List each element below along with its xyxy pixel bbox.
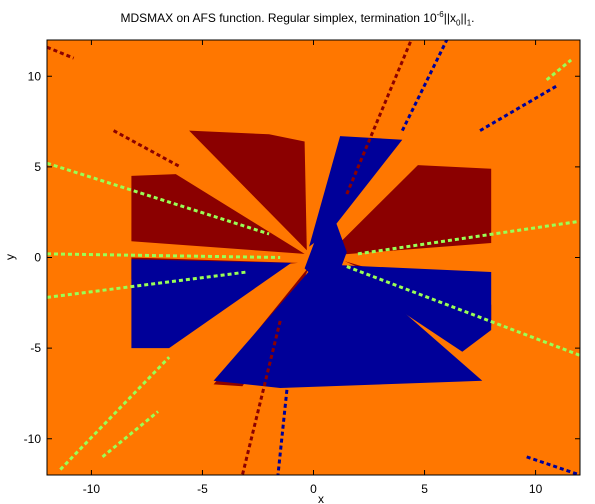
x-tick-label: 0: [310, 482, 317, 496]
y-tick-label: -5: [30, 341, 41, 355]
dark-blue-wedge-center: [304, 203, 347, 294]
title-end: .: [471, 11, 475, 25]
dark-red-wedge-topright: [326, 165, 492, 256]
x-axis-label: x: [318, 492, 324, 504]
blue-ray-top: [400, 40, 449, 132]
red-ray-bottom: [240, 320, 282, 475]
title-tail-sub: 1: [466, 18, 472, 28]
blue-dots-right: [479, 84, 559, 132]
green-line-top-right: [545, 58, 573, 82]
x-tick-label: -5: [197, 482, 208, 496]
chart-title: MDSMAX on AFS function. Regular simplex,…: [0, 10, 595, 27]
blue-corner-bottom-right: [526, 455, 580, 475]
y-tick-label: -10: [24, 432, 42, 446]
red-dots-upper-left: [112, 129, 181, 169]
green-line-upper-left: [47, 161, 270, 236]
axes: -10 -5 0 5 10 -10 -5 0 5 10: [24, 40, 580, 496]
title-exponent: -6: [436, 10, 444, 19]
x-tick-label: -10: [83, 482, 101, 496]
green-dots-bottom: [101, 410, 159, 459]
blue-ray-bottom: [276, 347, 293, 475]
y-tick-label: 0: [34, 251, 41, 265]
dark-blue-wedge-left: [131, 259, 292, 349]
x-tick-label: 5: [421, 482, 428, 496]
plot-area: [47, 40, 580, 475]
title-main: MDSMAX on AFS function. Regular simplex,…: [120, 11, 437, 25]
green-line-diag-lower: [59, 356, 171, 471]
y-tick-label: 5: [34, 160, 41, 174]
dark-blue-wedge-bottom: [213, 261, 483, 388]
green-line-left: [47, 252, 281, 259]
title-norm-sub: 0: [456, 18, 461, 28]
green-line-lower-left: [47, 270, 248, 299]
y-axis-label: y: [3, 254, 17, 260]
title-norm-close: ||: [460, 11, 467, 25]
x-tick-label: 10: [529, 482, 543, 496]
red-corner-top-left: [47, 45, 75, 60]
green-line-right: [357, 219, 580, 256]
title-norm-open: ||x: [443, 11, 456, 25]
dark-red-wedge-left: [131, 174, 305, 254]
dark-red-wedge-top: [189, 130, 307, 251]
y-tick-label: 10: [28, 69, 42, 83]
